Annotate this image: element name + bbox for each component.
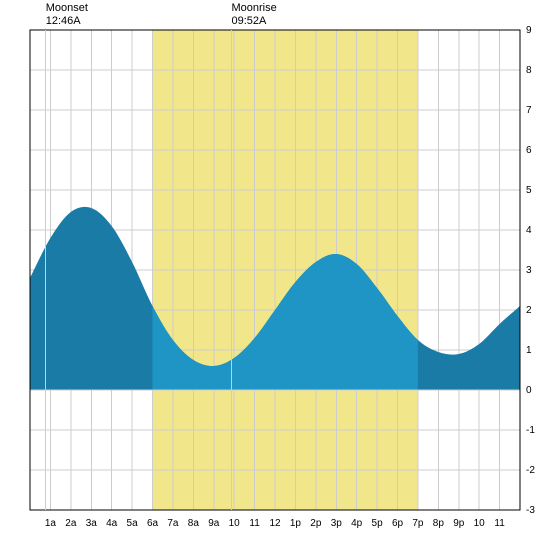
svg-text:11: 11 <box>249 518 260 529</box>
svg-text:4a: 4a <box>106 518 118 529</box>
svg-text:9: 9 <box>526 25 532 36</box>
svg-text:10: 10 <box>229 518 241 529</box>
svg-text:4p: 4p <box>351 518 363 529</box>
moonset-header: Moonset 12:46A <box>46 2 88 28</box>
svg-text:4: 4 <box>526 225 532 236</box>
svg-text:9p: 9p <box>453 518 465 529</box>
svg-text:11: 11 <box>494 518 505 529</box>
svg-text:-3: -3 <box>526 505 535 516</box>
svg-text:12: 12 <box>269 518 281 529</box>
svg-text:3a: 3a <box>86 518 98 529</box>
svg-text:8p: 8p <box>433 518 445 529</box>
svg-text:1a: 1a <box>45 518 57 529</box>
svg-text:9a: 9a <box>208 518 220 529</box>
svg-text:-1: -1 <box>526 425 535 436</box>
moonrise-header: Moonrise 09:52A <box>232 2 277 28</box>
svg-text:3p: 3p <box>331 518 343 529</box>
chart-svg: -3-2-101234567891a2a3a4a5a6a7a8a9a101112… <box>0 0 550 550</box>
svg-text:3: 3 <box>526 265 532 276</box>
svg-text:6: 6 <box>526 145 532 156</box>
svg-text:2p: 2p <box>310 518 322 529</box>
svg-text:10: 10 <box>474 518 486 529</box>
svg-text:7p: 7p <box>412 518 424 529</box>
svg-text:6a: 6a <box>147 518 159 529</box>
svg-text:-2: -2 <box>526 465 535 476</box>
svg-text:5: 5 <box>526 185 532 196</box>
svg-text:7: 7 <box>526 105 532 116</box>
svg-text:2a: 2a <box>65 518 77 529</box>
svg-text:5p: 5p <box>372 518 384 529</box>
svg-text:1p: 1p <box>290 518 302 529</box>
svg-text:8: 8 <box>526 65 532 76</box>
svg-text:5a: 5a <box>127 518 139 529</box>
tide-chart: -3-2-101234567891a2a3a4a5a6a7a8a9a101112… <box>0 0 550 550</box>
moonset-label: Moonset <box>46 2 88 14</box>
svg-text:1: 1 <box>526 345 532 356</box>
moonrise-label: Moonrise <box>232 2 277 14</box>
moonset-time: 12:46A <box>46 15 81 27</box>
svg-text:6p: 6p <box>392 518 404 529</box>
svg-text:8a: 8a <box>188 518 200 529</box>
moonrise-time: 09:52A <box>232 15 267 27</box>
svg-text:0: 0 <box>526 385 532 396</box>
svg-text:2: 2 <box>526 305 532 316</box>
svg-text:7a: 7a <box>167 518 179 529</box>
